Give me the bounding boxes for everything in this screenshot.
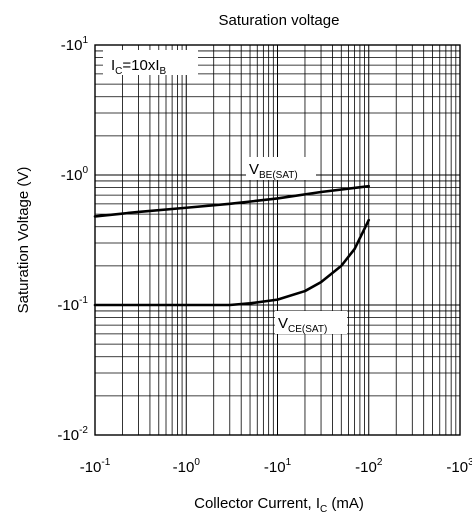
x-tick-label: -102 [355, 457, 383, 476]
y-tick-label: -100 [61, 165, 89, 184]
chart-title: Saturation voltage [219, 12, 340, 29]
y-axis-label: Saturation Voltage (V) [15, 167, 32, 314]
x-tick-label: -10-1 [80, 457, 111, 476]
y-tick-label: -101 [61, 35, 89, 54]
y-tick-label: -10-1 [57, 295, 88, 314]
axis-ticks: -10-1 -100 -101 -102 -103 -101 -100 -10-1 -10-2 [57, 35, 472, 476]
x-tick-label: -103 [446, 457, 472, 476]
x-tick-label: -101 [264, 457, 292, 476]
y-tick-label: -10-2 [57, 425, 88, 444]
x-tick-label: -100 [173, 457, 201, 476]
series-line-vbe-sat [95, 186, 369, 216]
series-line-vce-sat [95, 220, 369, 305]
x-axis-label: Collector Current, IC (mA) [194, 495, 364, 515]
plot-grid [95, 45, 460, 435]
